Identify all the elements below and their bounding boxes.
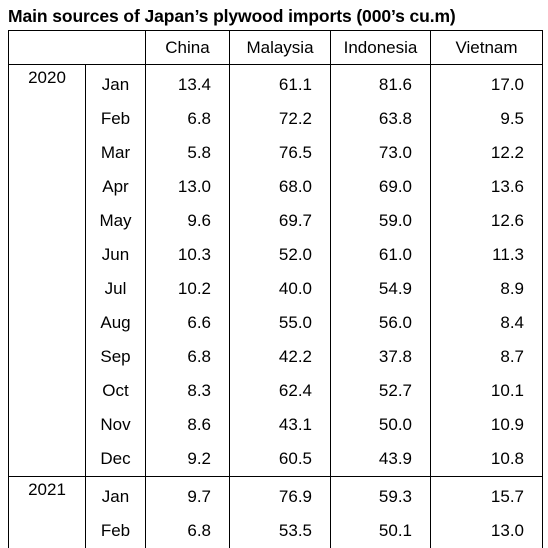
month-cell: Aug — [86, 306, 146, 340]
value-cell-indonesia: 56.0 — [331, 306, 431, 340]
value-cell-indonesia: 73.0 — [331, 136, 431, 170]
value-cell-vietnam: 15.7 — [431, 477, 543, 515]
value-cell-china: 10.2 — [146, 272, 230, 306]
value-cell-vietnam: 17.0 — [431, 65, 543, 103]
value-cell-vietnam: 13.6 — [431, 170, 543, 204]
value-cell-vietnam: 12.2 — [431, 136, 543, 170]
month-cell: May — [86, 204, 146, 238]
value-cell-malaysia: 53.5 — [230, 514, 331, 548]
column-header-vietnam: Vietnam — [431, 31, 543, 65]
month-cell: Apr — [86, 170, 146, 204]
value-cell-china: 6.8 — [146, 514, 230, 548]
value-cell-vietnam: 12.6 — [431, 204, 543, 238]
month-cell: Dec — [86, 442, 146, 477]
column-header-china: China — [146, 31, 230, 65]
value-cell-china: 5.8 — [146, 136, 230, 170]
month-cell: Feb — [86, 514, 146, 548]
month-cell: Jun — [86, 238, 146, 272]
value-cell-china: 13.4 — [146, 65, 230, 103]
value-cell-vietnam: 10.9 — [431, 408, 543, 442]
value-cell-malaysia: 68.0 — [230, 170, 331, 204]
value-cell-malaysia: 76.5 — [230, 136, 331, 170]
value-cell-china: 6.8 — [146, 102, 230, 136]
table-title: Main sources of Japan’s plywood imports … — [8, 6, 456, 27]
value-cell-vietnam: 10.8 — [431, 442, 543, 477]
value-cell-indonesia: 59.0 — [331, 204, 431, 238]
value-cell-malaysia: 62.4 — [230, 374, 331, 408]
value-cell-china: 9.2 — [146, 442, 230, 477]
value-cell-vietnam: 8.9 — [431, 272, 543, 306]
value-cell-vietnam: 10.1 — [431, 374, 543, 408]
value-cell-china: 13.0 — [146, 170, 230, 204]
value-cell-indonesia: 52.7 — [331, 374, 431, 408]
value-cell-malaysia: 42.2 — [230, 340, 331, 374]
value-cell-indonesia: 50.1 — [331, 514, 431, 548]
month-cell: Jan — [86, 477, 146, 515]
month-cell: Sep — [86, 340, 146, 374]
value-cell-indonesia: 81.6 — [331, 65, 431, 103]
value-cell-indonesia: 43.9 — [331, 442, 431, 477]
value-cell-malaysia: 76.9 — [230, 477, 331, 515]
value-cell-vietnam: 8.4 — [431, 306, 543, 340]
value-cell-china: 8.3 — [146, 374, 230, 408]
value-cell-indonesia: 59.3 — [331, 477, 431, 515]
column-header-indonesia: Indonesia — [331, 31, 431, 65]
year-cell: 2020 — [9, 65, 86, 477]
value-cell-indonesia: 54.9 — [331, 272, 431, 306]
month-cell: Jul — [86, 272, 146, 306]
year-cell: 2021 — [9, 477, 86, 548]
month-cell: Mar — [86, 136, 146, 170]
value-cell-vietnam: 9.5 — [431, 102, 543, 136]
header-row: China Malaysia Indonesia Vietnam — [9, 31, 543, 65]
value-cell-malaysia: 72.2 — [230, 102, 331, 136]
value-cell-malaysia: 69.7 — [230, 204, 331, 238]
table-header: China Malaysia Indonesia Vietnam — [9, 31, 543, 65]
value-cell-china: 9.6 — [146, 204, 230, 238]
month-cell: Feb — [86, 102, 146, 136]
value-cell-malaysia: 61.1 — [230, 65, 331, 103]
value-cell-vietnam: 13.0 — [431, 514, 543, 548]
value-cell-malaysia: 52.0 — [230, 238, 331, 272]
value-cell-malaysia: 43.1 — [230, 408, 331, 442]
value-cell-china: 9.7 — [146, 477, 230, 515]
month-cell: Oct — [86, 374, 146, 408]
value-cell-vietnam: 11.3 — [431, 238, 543, 272]
value-cell-china: 8.6 — [146, 408, 230, 442]
value-cell-indonesia: 37.8 — [331, 340, 431, 374]
value-cell-malaysia: 55.0 — [230, 306, 331, 340]
value-cell-malaysia: 60.5 — [230, 442, 331, 477]
column-header-malaysia: Malaysia — [230, 31, 331, 65]
value-cell-indonesia: 69.0 — [331, 170, 431, 204]
value-cell-indonesia: 50.0 — [331, 408, 431, 442]
month-cell: Nov — [86, 408, 146, 442]
value-cell-china: 10.3 — [146, 238, 230, 272]
value-cell-china: 6.6 — [146, 306, 230, 340]
value-cell-indonesia: 61.0 — [331, 238, 431, 272]
value-cell-china: 6.8 — [146, 340, 230, 374]
value-cell-indonesia: 63.8 — [331, 102, 431, 136]
value-cell-vietnam: 8.7 — [431, 340, 543, 374]
value-cell-malaysia: 40.0 — [230, 272, 331, 306]
month-cell: Jan — [86, 65, 146, 103]
header-corner-cell — [9, 31, 146, 65]
